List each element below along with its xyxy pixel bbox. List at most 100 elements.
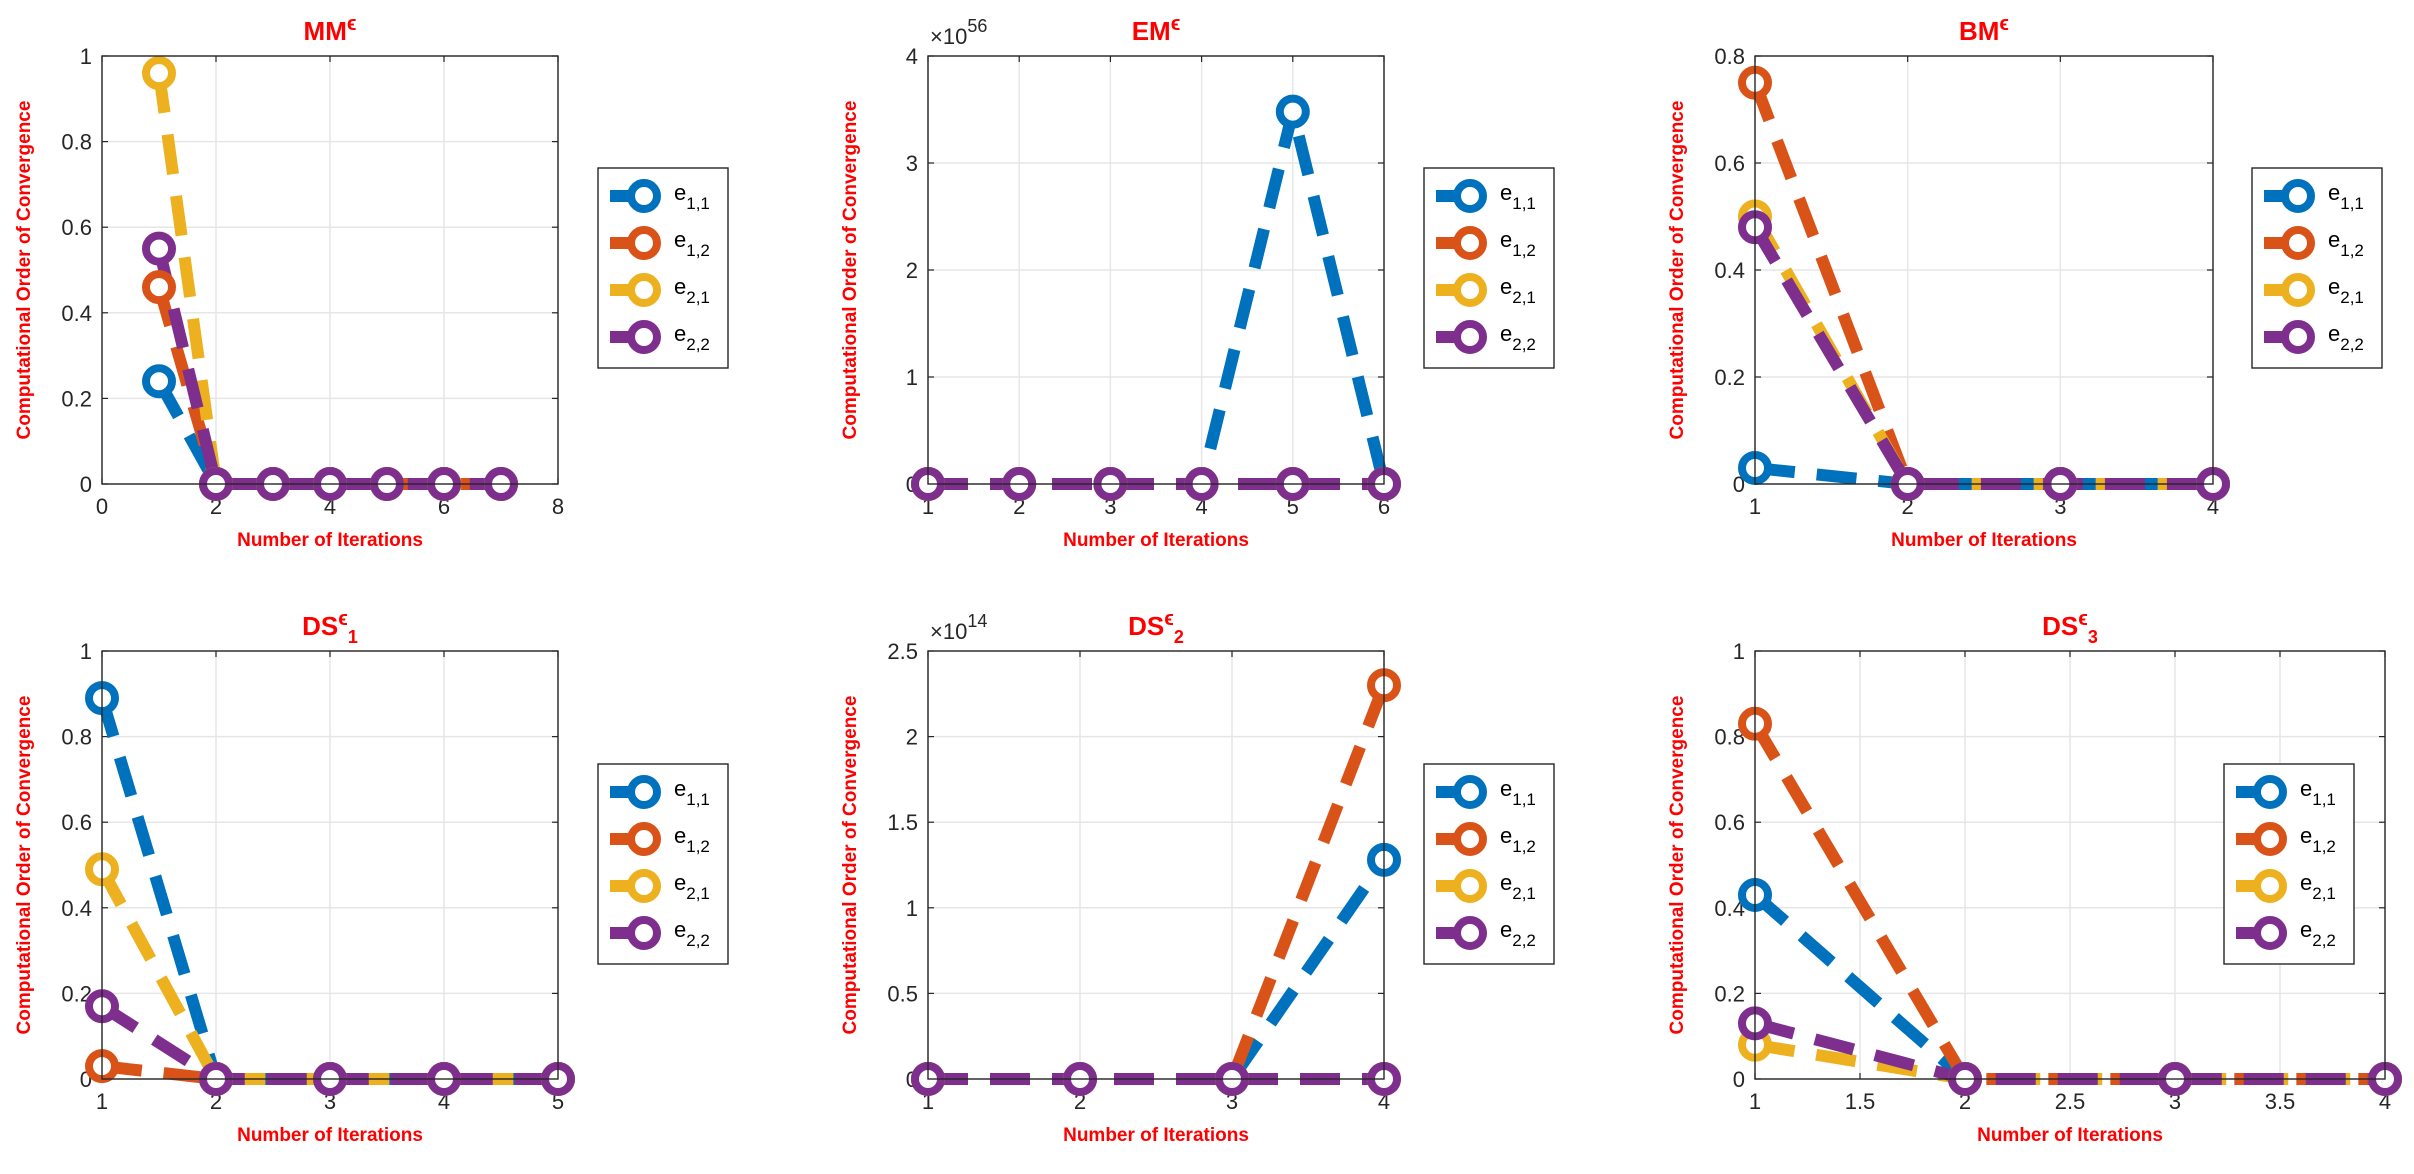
y-tick-label: 0.8 [61,130,92,155]
legend-label-sub: 2,2 [1512,335,1536,354]
y-tick-label: 2 [906,258,918,283]
legend-item-e12: e1,2 [610,226,710,260]
legend-label-sub: 2,2 [686,931,710,950]
y-tick-label: 0.6 [61,215,92,240]
legend-swatch-marker [627,775,661,809]
y-tick-label: 1 [906,365,918,390]
legend-label-base: e [1500,776,1512,801]
title-base: DS [2042,611,2078,641]
legend-label: e2,2 [1500,321,1536,354]
x-tick-label: 8 [552,494,564,519]
legend-label-sub: 1,1 [1512,194,1536,213]
legend-label-sub: 1,2 [686,241,710,260]
legend-label-sub: 1,1 [2340,194,2364,213]
legend-item-e11: e1,1 [1436,775,1536,809]
y-tick-label: 0.6 [1714,151,1745,176]
axis-exponent: ×1014 [930,611,987,644]
legend-label-base: e [2300,776,2312,801]
axes-box [927,650,1385,1080]
legend-label-base: e [2328,321,2340,346]
legend-swatch-marker [2281,273,2315,307]
y-tick-label: 1.5 [887,810,918,835]
title-superscript: ϵ [1999,13,2009,35]
y-tick-label: 0.2 [1714,365,1745,390]
x-tick-label: 3.5 [2265,1089,2296,1114]
legend-label: e1,2 [2300,823,2336,856]
data-point-e12 [142,270,176,305]
legend-label-base: e [2300,823,2312,848]
x-axis-label: Number of Iterations [237,530,423,551]
legend-swatch-marker [1453,179,1487,213]
exponent-times: ×10 [930,24,967,49]
legend-label-base: e [674,274,686,299]
y-tick-label: 1 [80,639,92,664]
legend-label-base: e [674,227,686,252]
data-point-e11 [142,364,176,399]
y-axis-label: Computational Order of Convergence [14,696,35,1035]
legend-swatch-marker [1453,775,1487,809]
legend-label-base: e [2328,180,2340,205]
y-tick-label: 4 [906,44,918,69]
chart-title: MMϵ [304,13,357,46]
plot-area [928,651,1384,1079]
y-tick-label: 0.6 [61,810,92,835]
data-point-e21 [142,56,176,91]
axes-box [927,55,1385,485]
legend-label-sub: 2,1 [2340,288,2364,307]
legend-item-e12: e1,2 [1436,226,1536,260]
legend-item-e22: e2,2 [1436,320,1536,354]
legend-label: e2,1 [2300,870,2336,903]
y-tick-label: 2.5 [887,639,918,664]
legend-swatch-marker [2253,916,2287,950]
legend-item-e12: e1,2 [2264,226,2364,260]
legend-item-e11: e1,1 [1436,179,1536,213]
x-tick-label: 0 [96,494,108,519]
legend-swatch-marker [2253,822,2287,856]
legend-swatch-marker [627,869,661,903]
legend-swatch-marker [627,179,661,213]
legend-label: e2,1 [674,274,710,307]
x-axis-label: Number of Iterations [1977,1125,2163,1146]
legend-label: e1,2 [674,823,710,856]
legend-label-base: e [1500,180,1512,205]
legend-swatch-marker [1453,273,1487,307]
data-point-e11 [1275,94,1310,129]
y-tick-label: 0.8 [1714,44,1745,69]
x-tick-label: 1.5 [1845,1089,1876,1114]
legend-label: e1,1 [674,776,710,809]
title-base: EM [1132,16,1171,46]
legend-item-e21: e2,1 [610,869,710,903]
legend-swatch-marker [1453,916,1487,950]
legend-item-e12: e1,2 [2236,822,2336,856]
legend-label-sub: 1,2 [686,837,710,856]
y-axis-label: Computational Order of Convergence [1667,696,1688,1035]
legend-label: e2,2 [674,917,710,950]
y-tick-label: 1 [1733,639,1745,664]
legend-label: e2,1 [2328,274,2364,307]
y-axis-label: Computational Order of Convergence [840,696,861,1035]
legend-label-sub: 2,2 [1512,931,1536,950]
y-tick-label: 0.2 [61,386,92,411]
y-tick-label: 0 [1733,1067,1745,1092]
title-subscript: 2 [1174,627,1184,647]
axes-box [101,55,559,485]
legend-label-base: e [1500,823,1512,848]
x-tick-label: 1 [1749,494,1761,519]
legend-item-e12: e1,2 [1436,822,1536,856]
legend-label: e1,2 [2328,227,2364,260]
legend-label: e1,2 [674,227,710,260]
x-axis-label: Number of Iterations [1891,530,2077,551]
y-tick-label: 3 [906,151,918,176]
legend-label-sub: 2,2 [686,335,710,354]
legend: e1,1 e1,2 e2,1 e2,2 [597,763,729,965]
legend-label: e2,1 [1500,274,1536,307]
exponent-value: 56 [967,16,987,36]
exponent-value: 14 [967,611,987,631]
chart-title: DSϵ1 [302,608,358,647]
x-tick-label: 1 [1749,1089,1761,1114]
x-axis-label: Number of Iterations [1063,1125,1249,1146]
axis-exponent: ×1056 [930,16,987,49]
legend-item-e21: e2,1 [2236,869,2336,903]
